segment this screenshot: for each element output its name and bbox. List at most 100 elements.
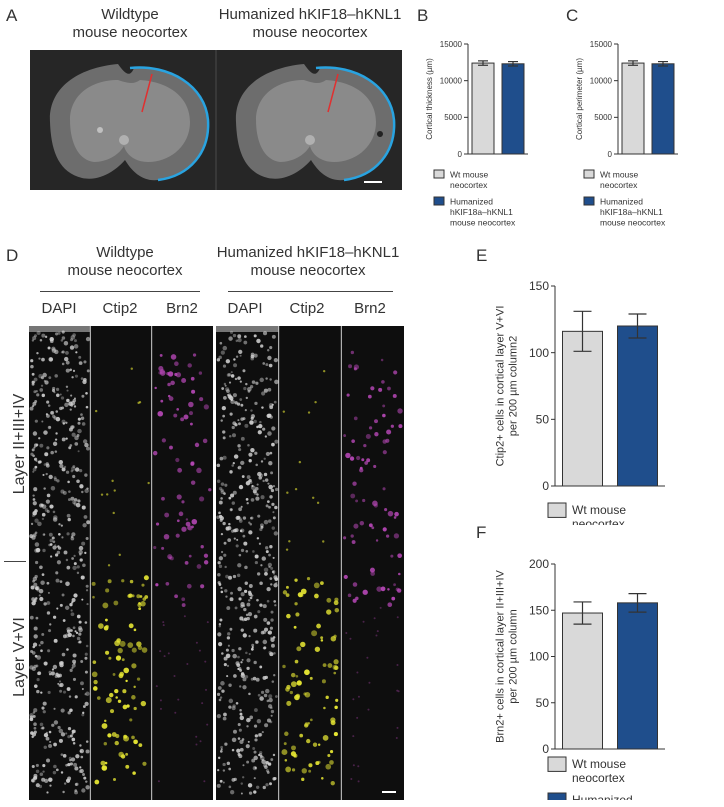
dapi-nucleus — [244, 423, 249, 428]
dapi-nucleus — [73, 498, 78, 502]
layer-boundary-tick — [4, 561, 26, 562]
dapi-nucleus — [263, 519, 269, 525]
dapi-nucleus — [33, 726, 37, 730]
ctip2-cell — [285, 766, 292, 773]
dapi-nucleus — [31, 765, 35, 769]
dapi-nucleus — [253, 708, 258, 712]
brn2-cell — [167, 652, 170, 655]
dapi-nucleus — [49, 337, 54, 342]
brn2-cell — [375, 634, 378, 637]
y-tick-label: 10000 — [590, 76, 613, 85]
dapi-nucleus — [46, 446, 50, 450]
dapi-nucleus — [220, 745, 224, 749]
brn2-cell — [348, 364, 353, 369]
dapi-nucleus — [269, 577, 273, 580]
ctip2-cell — [137, 602, 142, 608]
y-axis-label: Brn2+ cells in cortical layer II+III+IV — [495, 569, 507, 742]
ctip2-cell — [92, 595, 95, 599]
dapi-nucleus — [32, 454, 35, 458]
brn2-cell — [189, 411, 194, 416]
dapi-nucleus — [241, 738, 245, 741]
dapi-nucleus — [273, 575, 278, 580]
dapi-nucleus — [218, 556, 223, 561]
dapi-nucleus — [253, 334, 257, 338]
ctip2-cell — [306, 738, 311, 744]
dapi-nucleus — [69, 668, 73, 672]
dapi-nucleus — [69, 408, 72, 411]
humanized-thickness-line — [327, 73, 339, 113]
dapi-nucleus — [266, 349, 270, 352]
dapi-nucleus — [273, 357, 279, 363]
dapi-nucleus — [234, 377, 238, 381]
dapi-nucleus — [35, 560, 39, 565]
dapi-nucleus — [57, 331, 61, 335]
brn2-cell — [187, 525, 193, 531]
ctip2-cell — [91, 671, 98, 678]
brn2-cell — [153, 545, 157, 550]
dapi-nucleus — [231, 706, 236, 711]
dapi-nucleus — [63, 782, 67, 785]
dapi-nucleus — [33, 730, 37, 734]
dapi-nucleus — [260, 460, 264, 463]
dapi-nucleus — [67, 762, 71, 767]
dapi-nucleus — [82, 523, 87, 528]
brn2-cell — [176, 494, 182, 500]
dapi-nucleus — [64, 356, 69, 362]
brn2-cell — [353, 367, 357, 371]
brn2-cell — [162, 624, 165, 627]
dapi-nucleus — [65, 437, 68, 440]
ctip2-cell — [121, 658, 125, 662]
dapi-nucleus — [272, 484, 276, 488]
dapi-nucleus — [43, 745, 47, 749]
dapi-nucleus — [219, 341, 223, 345]
dapi-nucleus — [252, 676, 257, 681]
dapi-nucleus — [48, 743, 53, 748]
dapi-nucleus — [249, 523, 253, 526]
dapi-nucleus — [255, 677, 260, 682]
dapi-nucleus — [34, 574, 38, 579]
dapi-nucleus — [76, 571, 80, 575]
brn2-cell — [203, 404, 209, 410]
dapi-nucleus — [233, 537, 236, 540]
dapi-nucleus — [247, 740, 250, 743]
ctip2-cell — [113, 600, 119, 606]
brn2-cell — [356, 716, 359, 719]
ctip2-cell — [333, 671, 337, 675]
ctip2-cell — [333, 600, 339, 606]
dapi-nucleus — [76, 434, 80, 437]
ctip2-cell — [138, 401, 142, 404]
dapi-nucleus — [245, 744, 250, 749]
dapi-nucleus — [250, 498, 255, 502]
dapi-nucleus — [253, 777, 256, 780]
dapi-nucleus — [231, 464, 234, 467]
dapi-nucleus — [47, 649, 51, 653]
dapi-nucleus — [264, 723, 269, 728]
dapi-nucleus — [35, 390, 38, 393]
brn2-cell — [367, 394, 372, 399]
dapi-nucleus — [234, 401, 238, 405]
brn2-cell — [366, 656, 369, 659]
dapi-nucleus — [273, 777, 277, 781]
ctip2-cell — [330, 780, 335, 786]
dapi-nucleus — [48, 357, 54, 362]
dapi-nucleus — [43, 661, 48, 666]
dapi-nucleus — [239, 747, 244, 752]
dapi-nucleus — [250, 677, 254, 681]
dapi-nucleus — [260, 525, 264, 529]
panel-a-title-right-line1: Humanized hKIF18–hKNL1 — [218, 6, 402, 23]
dapi-nucleus — [262, 427, 266, 431]
dapi-nucleus — [228, 336, 233, 341]
dapi-nucleus — [263, 457, 266, 460]
dapi-nucleus — [234, 606, 238, 610]
brn2-cell — [353, 523, 359, 529]
dapi-nucleus — [61, 406, 65, 410]
dapi-nucleus — [46, 758, 51, 763]
dapi-nucleus — [272, 516, 276, 520]
dapi-nucleus — [243, 541, 248, 546]
dapi-nucleus — [72, 729, 76, 734]
y-axis-label: per 200 µm column2 — [508, 336, 520, 437]
dapi-nucleus — [80, 681, 84, 686]
chart-b-cortical-thickness: 0 5000 10000 15000 Cortical thickness (µm) Wt… — [425, 40, 528, 228]
dapi-nucleus — [219, 618, 223, 622]
dapi-nucleus — [225, 574, 229, 579]
